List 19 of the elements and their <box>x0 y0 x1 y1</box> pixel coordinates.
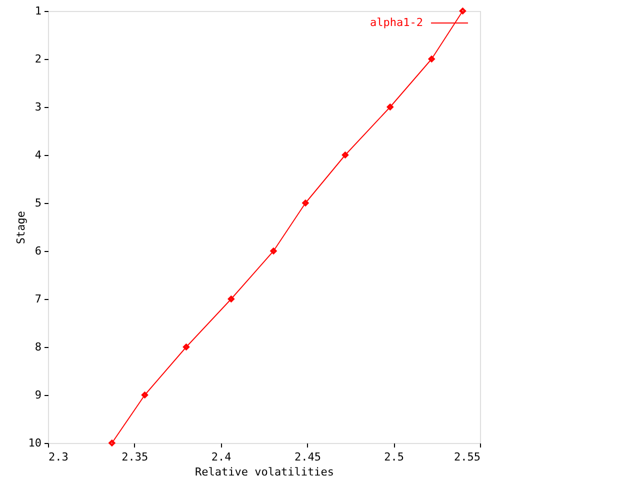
x-axis-title: Relative volatilities <box>194 466 334 478</box>
y-tick-label: 10 <box>28 436 42 450</box>
y-tick-label: 8 <box>34 340 42 354</box>
x-tick-label: 2.5 <box>384 450 404 464</box>
x-tick-label: 2.55 <box>454 450 480 464</box>
y-tick-label: 3 <box>34 100 42 114</box>
y-tick-label: 6 <box>34 244 42 258</box>
x-tick-label: 2.3 <box>48 450 68 464</box>
y-tick-label: 4 <box>34 148 42 162</box>
legend-label: alpha1-2 <box>370 16 423 29</box>
y-tick-label: 7 <box>34 292 42 306</box>
y-tick-label: 9 <box>34 388 42 402</box>
y-axis-title: Stage <box>14 210 28 244</box>
y-tick-label: 1 <box>34 4 42 18</box>
x-tick-label: 2.45 <box>294 450 321 464</box>
x-tick-label: 2.35 <box>122 450 148 464</box>
y-tick-label: 5 <box>34 196 42 210</box>
y-tick-label: 2 <box>34 52 42 66</box>
x-tick-label: 2.4 <box>211 450 232 464</box>
